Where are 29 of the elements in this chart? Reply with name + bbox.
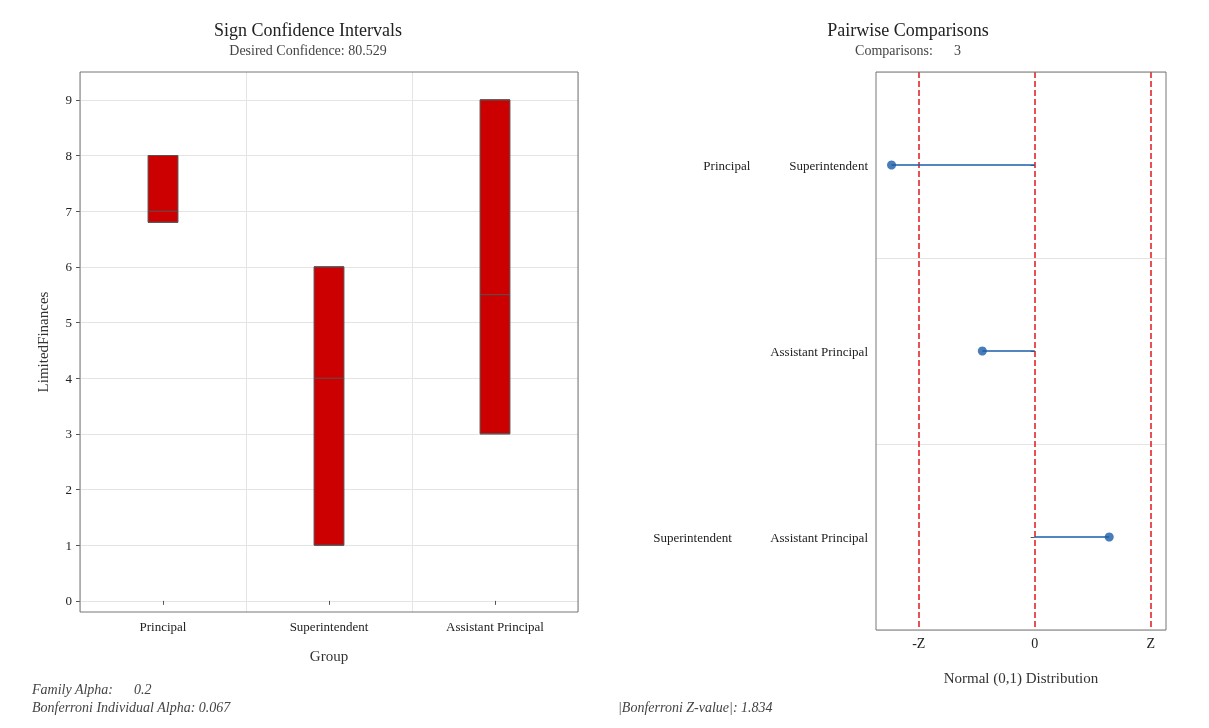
- chart-subtitle: Desired Confidence: 80.529: [229, 42, 387, 58]
- y-tick-label: 0: [65, 593, 72, 609]
- text: Family Alpha: 0.2: [31, 681, 152, 697]
- y-tick-label: 3: [65, 426, 72, 442]
- x-tick-label: Assistant Principal: [446, 619, 545, 634]
- y-tick-label: Assistant Principal: [770, 343, 869, 359]
- y-tick-label: 7: [65, 203, 73, 219]
- text: Bonferroni Individual Alpha: 0.067: [32, 699, 232, 715]
- y-tick-label: 1: [65, 537, 72, 553]
- x-tick-label: Principal: [139, 619, 187, 634]
- y-tick-label: 5: [65, 315, 72, 331]
- y-axis-title: LimitedFinances: [34, 291, 51, 393]
- ref-line-label: 0: [1031, 635, 1039, 651]
- ref-line-label: -Z: [912, 635, 926, 651]
- x-axis-title: Normal (0,1) Distribution: [943, 669, 1099, 687]
- y-tick-label: 2: [65, 482, 72, 498]
- chart-title: Pairwise Comparisons: [827, 20, 989, 40]
- x-tick-label: Superintendent: [289, 619, 369, 634]
- y-tick-label: Superintendent Assistant Principal: [653, 529, 869, 545]
- y-tick-label: 9: [65, 92, 72, 108]
- y-tick-label: 4: [65, 370, 73, 386]
- chart-subtitle: Comparisons: 3: [855, 42, 961, 58]
- y-tick-label: Principal Superintendent: [703, 157, 869, 173]
- text: |Bonferroni Z-value|: 1.834: [618, 699, 773, 715]
- y-tick-label: 6: [65, 259, 73, 275]
- x-axis-title: Group: [309, 647, 349, 664]
- ref-line-label: Z: [1146, 635, 1156, 651]
- y-tick-label: 8: [65, 148, 72, 164]
- chart-title: Sign Confidence Intervals: [214, 20, 402, 40]
